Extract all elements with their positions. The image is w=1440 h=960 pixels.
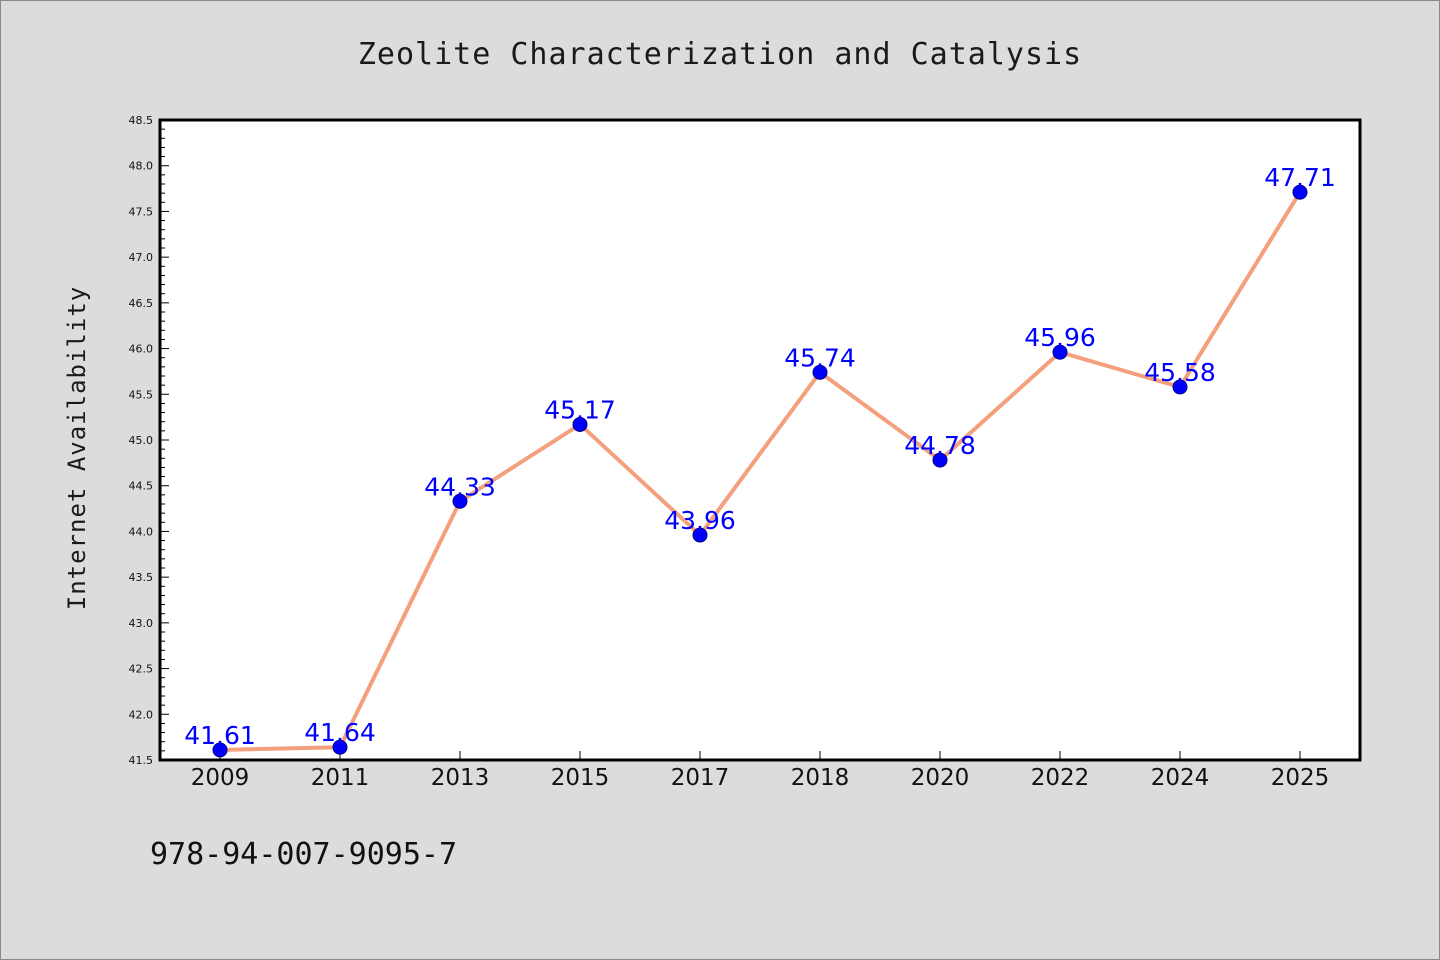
y-tick-label: 47.0 [129, 251, 154, 264]
y-tick-label: 46.5 [129, 297, 154, 310]
y-tick-label: 48.5 [129, 114, 154, 127]
data-point [212, 742, 228, 758]
data-point [452, 493, 468, 509]
y-tick-label: 42.0 [129, 708, 154, 721]
y-tick-label: 41.5 [129, 754, 154, 767]
y-tick-label: 42.5 [129, 663, 154, 676]
y-tick-label: 47.5 [129, 205, 154, 218]
x-axis-ticks: 2009 2011 2013 2015 2017 2018 2020 2022 2024 2025 [191, 751, 1330, 791]
y-tick-label: 45.5 [129, 388, 154, 401]
x-tick-label: 2025 [1271, 765, 1330, 791]
x-tick-label: 2009 [191, 765, 250, 791]
data-label: 41.64 [304, 718, 376, 747]
data-label: 43.96 [664, 506, 736, 535]
data-label: 44.33 [424, 472, 496, 501]
y-tick-label: 43.5 [129, 571, 154, 584]
y-tick-label: 44.0 [129, 525, 154, 538]
data-point [932, 452, 948, 468]
data-label: 44.78 [904, 431, 976, 460]
y-tick-label: 45.0 [129, 434, 154, 447]
data-label: 47.71 [1264, 163, 1336, 192]
series-line [218, 190, 1302, 752]
data-point [1172, 379, 1188, 395]
data-label: 41.61 [184, 721, 256, 750]
isbn-footer: 978-94-007-9095-7 [150, 837, 457, 872]
data-point [812, 364, 828, 380]
data-point [692, 527, 708, 543]
data-point [1292, 184, 1308, 200]
data-label: 45.58 [1144, 358, 1216, 387]
x-tick-label: 2022 [1031, 765, 1090, 791]
x-tick-label: 2020 [911, 765, 970, 791]
plot-border [158, 118, 1362, 762]
plot-area [160, 120, 1360, 760]
x-tick-label: 2017 [671, 765, 730, 791]
data-point [332, 739, 348, 755]
x-tick-label: 2015 [551, 765, 610, 791]
x-tick-label: 2018 [791, 765, 850, 791]
series-line-group [218, 190, 1302, 752]
data-point [1052, 344, 1068, 360]
y-tick-label: 48.0 [129, 160, 154, 173]
data-markers [212, 184, 1308, 758]
data-label: 45.74 [784, 343, 856, 372]
data-label: 45.96 [1024, 323, 1096, 352]
chart-title: Zeolite Characterization and Catalysis [358, 37, 1082, 72]
y-tick-label: 43.0 [129, 617, 154, 630]
y-tick-label: 44.5 [129, 480, 154, 493]
y-axis-label: Internet Availability [63, 286, 91, 610]
data-point [572, 416, 588, 432]
x-tick-label: 2013 [431, 765, 490, 791]
x-tick-label: 2024 [1151, 765, 1210, 791]
data-label: 45.17 [544, 395, 616, 424]
x-tick-label: 2011 [311, 765, 370, 791]
y-tick-label: 46.0 [129, 343, 154, 356]
data-labels: 41.61 41.64 44.33 45.17 43.96 45.74 44.78 45.96… [184, 163, 1336, 750]
